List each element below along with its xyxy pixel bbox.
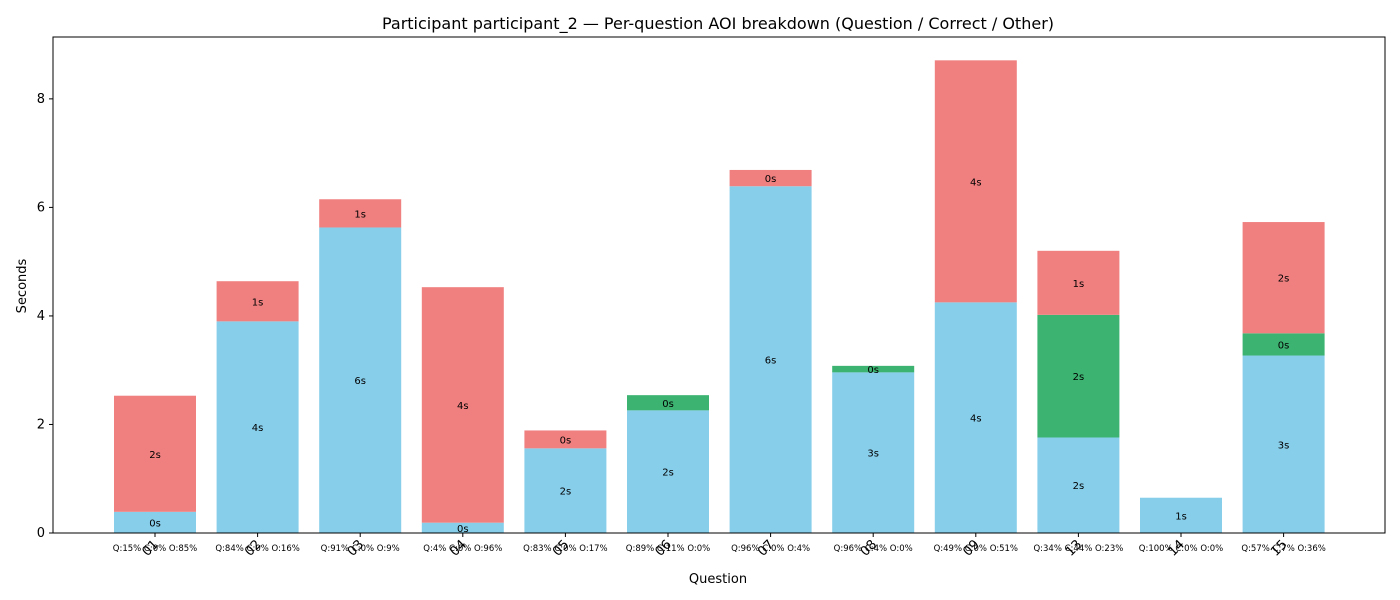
x-axis-label: Question: [689, 572, 747, 587]
segment-value-label: 6s: [354, 376, 366, 387]
bar-segment: [319, 227, 402, 533]
bar-segment: [1242, 355, 1325, 533]
segment-value-label: 1s: [252, 297, 264, 308]
segment-value-label: 3s: [1278, 440, 1290, 451]
segment-value-label: 4s: [970, 177, 982, 188]
bar-segment: [421, 287, 504, 523]
segment-value-label: 2s: [1073, 481, 1085, 492]
y-tick-label: 8: [37, 92, 45, 107]
x-tick-label: 01: [140, 537, 162, 559]
bar-segment: [627, 410, 709, 533]
y-tick-label: 6: [37, 200, 45, 215]
segment-value-label: 2s: [560, 487, 572, 498]
segment-value-label: 1s: [1073, 279, 1085, 290]
bar-segment: [114, 511, 196, 533]
percent-breakdown-label: Q:84% C:0% O:16%: [215, 544, 299, 554]
bar-segment: [1037, 437, 1120, 533]
bars-layer: [114, 60, 1325, 533]
bar-segment: [319, 199, 402, 228]
percent-breakdown-label: Q:4% C:0% O:96%: [423, 544, 502, 554]
y-tick-label: 2: [37, 417, 45, 432]
bar-segment: [934, 302, 1017, 533]
segment-value-label: 1s: [1175, 511, 1187, 522]
x-tick-label: 13: [1063, 537, 1085, 559]
segment-value-label: 1s: [354, 209, 366, 220]
chart-title: Participant participant_2 — Per-question…: [382, 14, 1054, 34]
segment-value-label: 0s: [867, 365, 879, 376]
percent-breakdown-label: Q:96% C:0% O:4%: [731, 544, 810, 554]
percent-breakdown-label: Q:96% C:4% O:0%: [834, 544, 913, 554]
bar-segment: [1037, 314, 1120, 438]
plot-frame: [52, 36, 1386, 534]
bar-segment: [524, 448, 607, 533]
segment-value-label: 0s: [662, 399, 674, 410]
segment-value-label: 2s: [662, 468, 674, 479]
x-tick-label: 06: [653, 537, 675, 559]
percent-breakdown-label: Q:91% C:0% O:9%: [321, 544, 400, 554]
percent-breakdown-label: Q:49% C:0% O:51%: [934, 544, 1018, 554]
percent-breakdown-label: Q:15% C:0% O:85%: [113, 544, 197, 554]
segment-value-label: 0s: [457, 524, 469, 535]
bar-segment: [524, 430, 607, 449]
bar-segment: [934, 60, 1017, 303]
segment-value-label: 0s: [1278, 340, 1290, 351]
bar-segment: [627, 395, 709, 411]
segment-labels-layer: 0s 2s 4s 1s 6s 1s 0s 4s 2s 0s 2s 0s 6s 0s 3s 0s 4s 4s 2s 2s…: [149, 174, 1289, 535]
segment-value-label: 2s: [1278, 274, 1290, 285]
bar-segment: [114, 395, 196, 512]
segment-value-label: 2s: [149, 450, 161, 461]
x-tick-label: 04: [447, 537, 469, 559]
x-tick-label: 05: [550, 537, 572, 559]
bar-segment: [1140, 497, 1222, 533]
x-tick-label: 07: [755, 537, 777, 559]
segment-value-label: 2s: [1073, 372, 1085, 383]
bar-segment: [832, 372, 915, 533]
x-tick-label: 03: [345, 537, 367, 559]
segment-value-label: 4s: [252, 423, 264, 434]
x-tick-label: 09: [960, 537, 982, 559]
bar-segment: [832, 365, 915, 373]
bar-segment: [421, 522, 504, 533]
x-tick-label: 14: [1166, 537, 1188, 559]
segment-value-label: 0s: [765, 174, 777, 185]
y-tick-label: 4: [37, 309, 45, 324]
segment-value-label: 4s: [457, 401, 469, 412]
percent-breakdown-label: Q:83% C:0% O:17%: [523, 544, 607, 554]
y-tick-label: 0: [37, 526, 45, 541]
bar-segment: [1242, 333, 1325, 356]
percent-breakdown-label: Q:100% C:0% O:0%: [1139, 544, 1223, 554]
bar-segment: [1242, 222, 1325, 334]
x-ticks-layer: Q:15% C:0% O:85%01 Q:84% C:0% O:16%02 Q:91…: [113, 533, 1326, 560]
segment-value-label: 0s: [149, 518, 161, 529]
segment-value-label: 4s: [970, 414, 982, 425]
x-tick-label: 08: [858, 537, 880, 559]
percent-breakdown-label: Q:57% C:7% O:36%: [1241, 544, 1325, 554]
bar-segment: [729, 169, 812, 187]
y-axis-label: Seconds: [15, 258, 30, 313]
y-ticks-layer: 0 2 4 6 8: [37, 92, 53, 541]
percent-breakdown-label: Q:89% C:11% O:0%: [626, 544, 710, 554]
segment-value-label: 6s: [765, 356, 777, 367]
bar-segment: [216, 281, 299, 322]
segment-value-label: 0s: [560, 435, 572, 446]
x-tick-label: 15: [1268, 537, 1290, 559]
bar-segment: [1037, 250, 1120, 315]
x-tick-label: 02: [242, 537, 264, 559]
bar-segment: [216, 321, 299, 533]
segment-value-label: 3s: [867, 449, 879, 460]
bar-segment: [729, 186, 812, 533]
percent-breakdown-label: Q:34% C:44% O:23%: [1033, 544, 1123, 554]
